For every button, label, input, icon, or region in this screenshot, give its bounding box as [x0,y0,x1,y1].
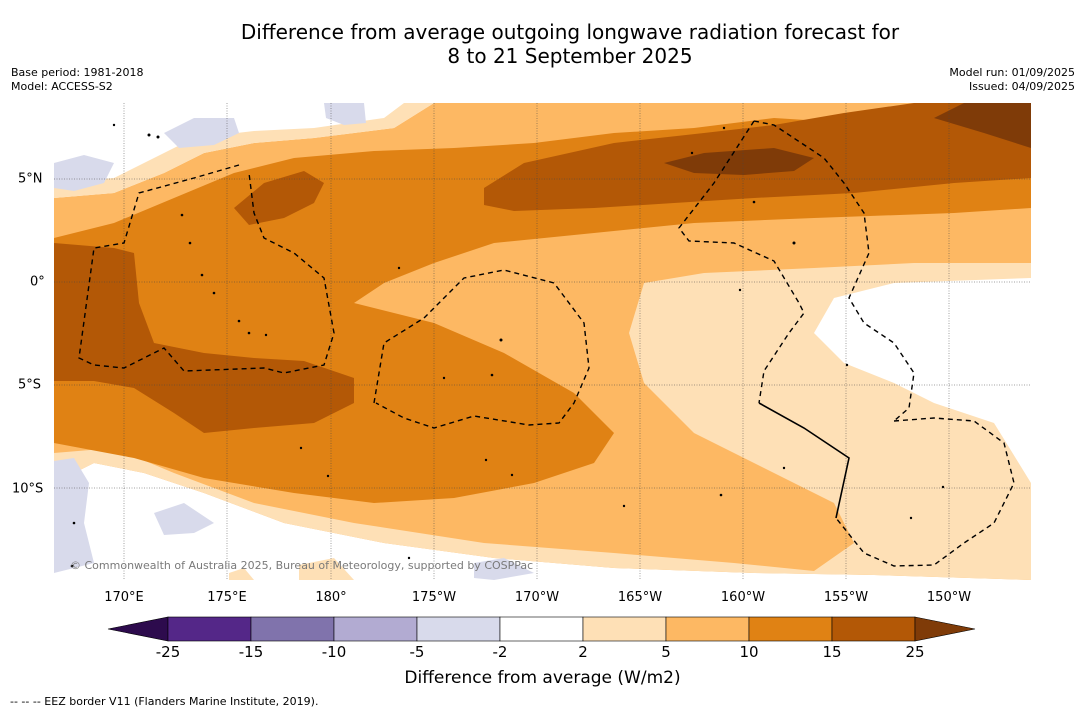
eez-border-solid [758,402,850,519]
x-tick-label: 170°W [514,590,560,605]
shade-neg-5-2-a [164,118,239,148]
eez-borders [78,120,1015,567]
issued-date: Issued: 04/09/2025 [968,80,1075,93]
shade-above-25-a [664,148,814,175]
base-period: Base period: 1981-2018 [11,66,144,79]
shade-pos-2-5-h [229,568,254,580]
colorbar-level-label: 15 [822,643,842,661]
colorbar-extend-min [107,616,169,642]
shade-pos-2-5-north [54,103,434,198]
shade-neutral-south [54,463,1031,580]
model-run: Model run: 01/09/2025 [949,66,1075,79]
colorbar-bin [333,616,418,642]
shade-neg-5-2-c [324,103,366,125]
colorbar-bin [167,616,252,642]
x-tick-label: 150°W [926,590,972,605]
y-tick-label: 10°S [12,481,44,497]
eez-border-east-c [678,120,805,404]
colorbar-level-label: 2 [578,643,588,661]
shade-pos-2-5-south [54,263,1031,580]
eez-border-east-b [835,417,1015,567]
x-tick-label: 165°W [617,590,663,605]
shade-pos-2-5-g [299,558,354,580]
eez-border-west [78,164,335,374]
title-line-2: 8 to 21 September 2025 [447,44,693,68]
x-tick-label: 180° [315,590,347,605]
eez-border-east [753,120,915,422]
shade-neg-5-2-d [54,458,94,573]
shade-pos-15-25-north [234,171,324,225]
y-tick-label: 5°S [18,377,42,393]
colorbar-bin [831,616,916,642]
colorbar-title: Difference from average (W/m2) [404,668,681,688]
y-tick-label: 0° [30,274,45,290]
colorbar-level-label: 10 [739,643,759,661]
title-line-1: Difference from average outgoing longwav… [240,20,900,44]
shade-neg-5-2-b [54,155,114,191]
x-tick-label: 160°W [720,590,766,605]
olr-anomaly-map [54,103,1031,580]
eez-footnote: -- -- -- EEZ border V11 (Flanders Marine… [10,695,319,708]
colorbar [107,616,976,642]
colorbar-level-label: 25 [905,643,925,661]
colorbar-level-label: -10 [321,643,347,661]
map-title: Difference from average outgoing longwav… [0,20,1085,68]
colorbar-level-label: -5 [409,643,425,661]
colorbar-bin [665,616,750,642]
x-tick-label: 155°W [823,590,869,605]
shade-neutral-north [54,103,1031,198]
shade-pos-15-25-west [54,243,354,433]
gridlines [54,103,1031,580]
colorbar-bin [416,616,501,642]
meta-right: Model run: 01/09/2025 Issued: 04/09/2025 [949,66,1075,94]
model-name: Model: ACCESS-S2 [11,80,113,93]
colorbar-bin [499,616,584,642]
colorbar-extend-max [914,616,976,642]
x-tick-label: 175°W [411,590,457,605]
shade-neg-5-2-e [154,503,214,535]
meta-left: Base period: 1981-2018 Model: ACCESS-S2 [11,66,143,94]
colorbar-level-label: -2 [492,643,508,661]
x-tick-label: 175°E [207,590,247,605]
colorbar-level-label: -15 [238,643,264,661]
colorbar-level-label: 5 [661,643,671,661]
x-tick-label: 170°E [104,590,144,605]
shade-neutral-east [814,278,1031,483]
islands [70,123,945,568]
colorbar-level-label: -25 [155,643,181,661]
eez-border-central [373,269,590,429]
colorbar-bin [250,616,335,642]
colorbar-bin [582,616,667,642]
shade-neg-5-2-f [474,558,534,580]
shade-above-25-b [934,103,1031,148]
copyright-notice: © Commonwealth of Australia 2025, Bureau… [70,559,534,572]
colorbar-bin [748,616,833,642]
y-tick-label: 5°N [18,171,43,187]
